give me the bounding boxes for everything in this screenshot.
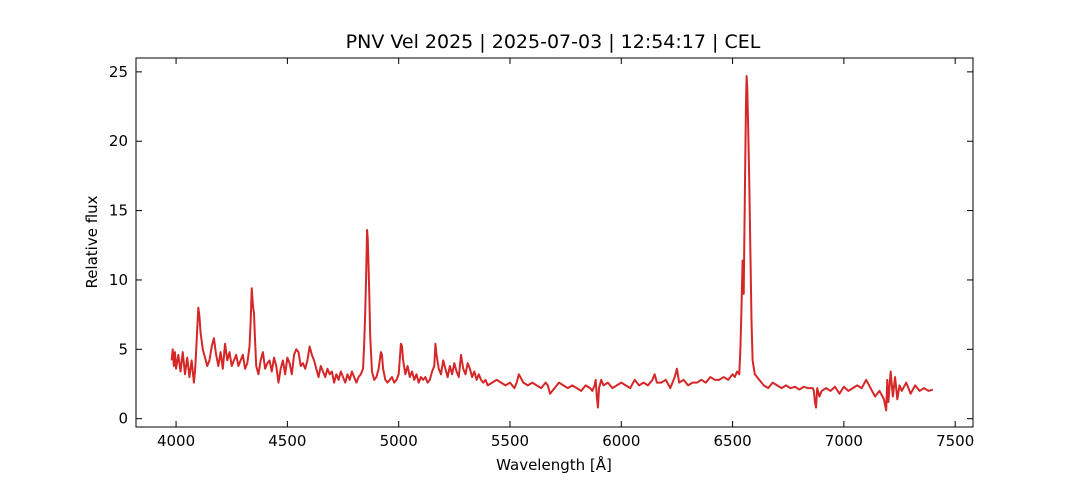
x-tick-label: 7000	[825, 432, 863, 450]
y-tick-label: 0	[118, 410, 128, 428]
x-axis-label: Wavelength [Å]	[496, 455, 612, 474]
series-line-0	[170, 75, 934, 412]
y-tick-label: 5	[118, 340, 128, 358]
x-tick-label: 6500	[713, 432, 751, 450]
y-tick-label: 10	[109, 271, 128, 289]
y-axis-label: Relative flux	[83, 195, 101, 288]
y-tick-label: 25	[109, 63, 128, 81]
x-tick-label: 5000	[380, 432, 418, 450]
x-tick-label: 6000	[602, 432, 640, 450]
y-tick-label: 15	[109, 202, 128, 220]
plot-frame	[135, 57, 974, 428]
x-tick-label: 4500	[268, 432, 306, 450]
x-tick-label: 5500	[491, 432, 529, 450]
x-tick-label: 4000	[157, 432, 195, 450]
x-axis: 4000 4500 5000 5500 6000 6500 7000 7500	[157, 58, 974, 450]
chart-title: PNV Vel 2025 | 2025-07-03 | 12:54:17 | C…	[346, 31, 761, 53]
y-tick-label: 20	[109, 132, 128, 150]
x-tick-label: 7500	[936, 432, 974, 450]
y-axis: 0 5 10 15 20 25	[109, 63, 973, 428]
series-layer	[170, 75, 934, 412]
